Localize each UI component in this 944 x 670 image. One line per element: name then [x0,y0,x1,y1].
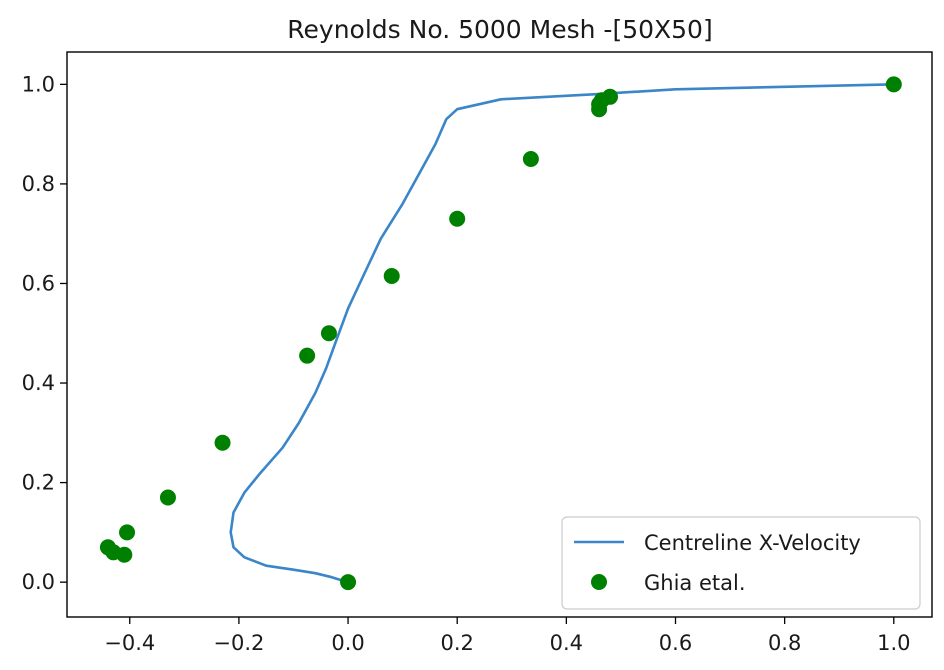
legend-box [561,516,921,610]
y-tick-label: 0.2 [22,471,55,495]
x-tick-label: −0.4 [104,631,155,655]
x-tick-label: 1.0 [877,631,910,655]
data-point-ghia [159,489,176,506]
legend: Centreline X-Velocity Ghia etal. [561,516,921,610]
data-point-ghia [602,88,619,105]
x-tick-label: 0.6 [659,631,692,655]
series-line-centreline-x-velocity [229,83,894,584]
chart-title: Reynolds No. 5000 Mesh -[50X50] [287,15,712,44]
plot-frame [66,51,933,618]
data-point-ghia [383,268,400,285]
y-tick-label: 1.0 [22,72,55,96]
x-tick-label: 0.0 [331,631,364,655]
x-tick-label: 0.4 [550,631,583,655]
data-point-ghia [340,574,357,591]
legend-label: Centreline X-Velocity [644,531,861,555]
legend-marker-swatch [591,574,607,590]
x-tick-label: 0.2 [441,631,474,655]
x-tick-label: −0.2 [213,631,264,655]
data-point-ghia [320,325,337,342]
data-point-ghia [99,539,116,556]
data-point-ghia [299,347,316,364]
y-tick-label: 0.4 [22,371,55,395]
y-tick-label: 0.6 [22,271,55,295]
axes: −0.4 −0.2 0.0 0.2 0.4 0.6 0.8 1.0 0.0 0.2 0.4 0.6 0.… [22,72,911,655]
y-tick-label: 0.8 [22,172,55,196]
data-point-ghia [522,151,539,168]
data-point-ghia [885,76,902,93]
data-point-ghia [449,210,466,227]
x-tick-label: 0.8 [768,631,801,655]
legend-label: Ghia etal. [644,571,746,595]
data-point-ghia [214,434,231,451]
plot-marks [99,76,902,591]
data-point-ghia [119,524,136,541]
y-tick-label: 0.0 [22,570,55,594]
